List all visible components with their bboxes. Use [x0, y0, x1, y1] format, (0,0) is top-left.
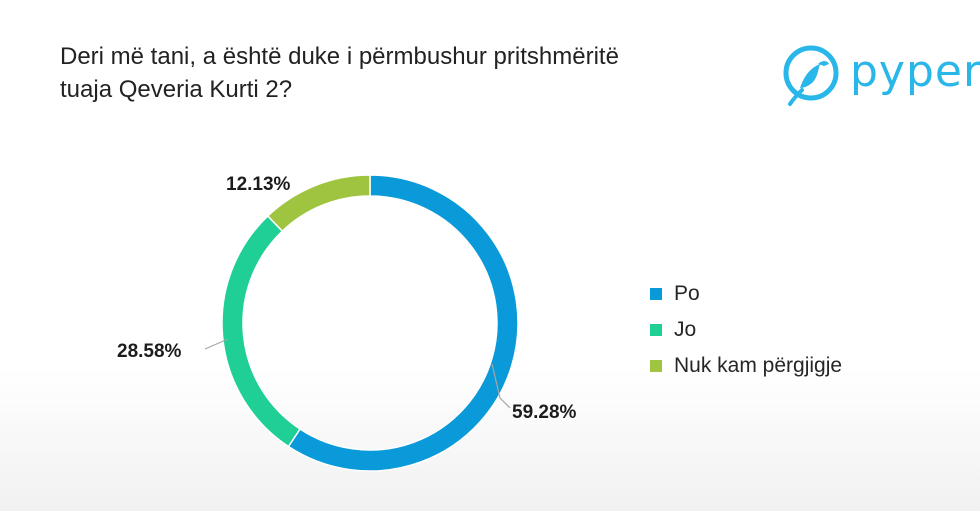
donut-slices: [221, 174, 519, 472]
bird-icon: [783, 45, 839, 106]
legend-swatch-no-answer: [650, 360, 662, 372]
legend-swatch-jo: [650, 324, 662, 336]
legend-label-po: Po: [674, 282, 700, 305]
legend-item-jo: Jo: [650, 312, 842, 348]
legend-swatch-po: [650, 288, 662, 300]
data-label-no-answer: 12.13%: [226, 174, 291, 195]
chart-title-line-1: Deri më tani, a është duke i përmbushur …: [60, 43, 619, 70]
legend-item-po: Po: [650, 276, 842, 312]
legend-label-no-answer: Nuk kam përgjigje: [674, 354, 843, 377]
slice-labels: 59.28% 28.58% 12.13%: [117, 174, 577, 423]
pyper-logo: pyper: [780, 42, 980, 108]
legend-item-no-answer: Nuk kam përgjigje: [650, 348, 842, 384]
data-label-po: 59.28%: [512, 402, 577, 423]
leader-line-jo: [204, 338, 229, 350]
data-label-jo: 28.58%: [117, 341, 182, 362]
logo-wordmark: pyper: [850, 46, 980, 97]
donut-slice-jo: [221, 214, 302, 448]
donut-slice-no-answer: [266, 174, 371, 233]
leader-line-po: [491, 363, 511, 409]
chart-title: Deri më tani, a është duke i përmbushur …: [60, 40, 740, 106]
leader-lines: [204, 338, 511, 409]
donut-slice-po: [287, 174, 519, 472]
chart-title-line-2: tuaja Qeveria Kurti 2?: [60, 76, 293, 103]
legend-label-jo: Jo: [674, 318, 697, 341]
chart-legend: Po Jo Nuk kam përgjigje: [650, 276, 842, 384]
